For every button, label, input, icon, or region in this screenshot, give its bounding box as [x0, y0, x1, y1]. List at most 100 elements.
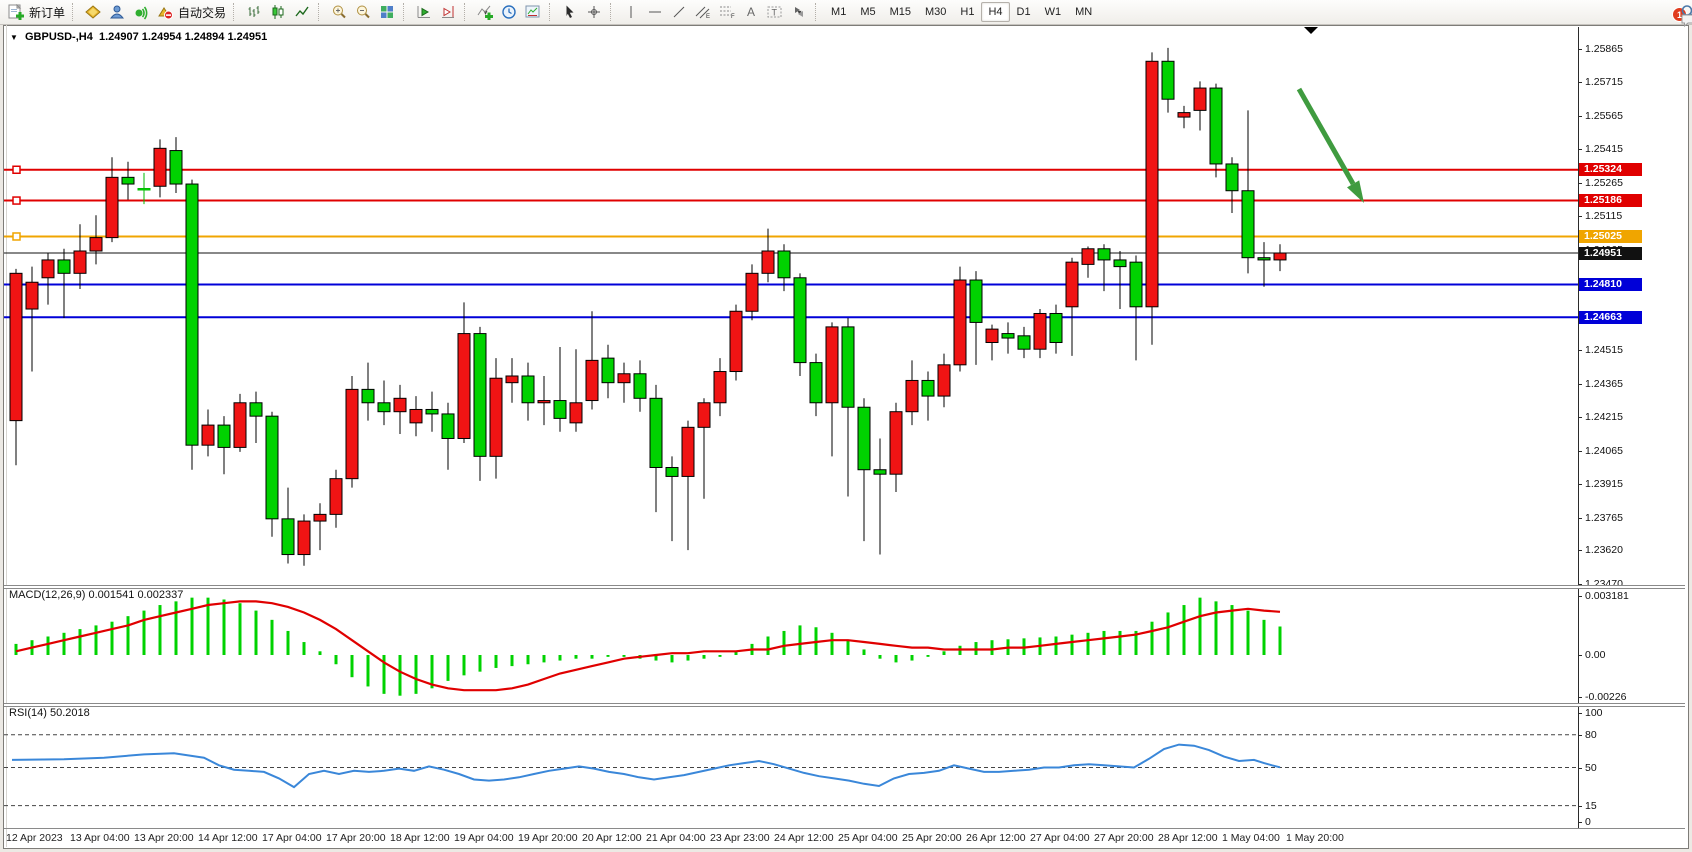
- price-tick: [1578, 149, 1582, 151]
- price-tick: [1578, 216, 1582, 218]
- templates-icon: [525, 5, 540, 18]
- price-tick-label: 1.23620: [1585, 544, 1623, 557]
- equidistant-channel-icon: E: [695, 6, 710, 20]
- date-label: 27 Apr 04:00: [1030, 832, 1090, 844]
- text-label-icon: T: [767, 6, 782, 18]
- periods-button[interactable]: ▾: [497, 2, 521, 22]
- periods-clock-icon: [501, 5, 516, 19]
- date-label: 13 Apr 20:00: [134, 832, 194, 844]
- horizontal-line-button[interactable]: [643, 2, 667, 22]
- chart-window[interactable]: [3, 25, 1689, 849]
- new-order-label[interactable]: 新订单: [29, 5, 66, 20]
- timeframe-button-M5[interactable]: M5: [860, 6, 876, 18]
- hline-price-badge: 1.25025: [1579, 229, 1642, 243]
- price-tick: [1578, 182, 1582, 184]
- hline-price-badge: 1.25186: [1579, 194, 1642, 208]
- svg-text:A: A: [747, 5, 755, 19]
- alerts-icon: [135, 6, 148, 20]
- timeframe-button-W1[interactable]: W1: [1044, 6, 1062, 18]
- bars-chart-icon: [248, 6, 260, 17]
- alerts-button[interactable]: [129, 2, 153, 22]
- price-tick-label: 1.25265: [1585, 176, 1623, 189]
- auto-trading-icon: [158, 7, 174, 20]
- macd-canvas[interactable]: [4, 588, 1578, 703]
- equidistant-channel-button[interactable]: E: [691, 2, 715, 22]
- date-label: 24 Apr 12:00: [774, 832, 834, 844]
- new-order-icon: [8, 4, 24, 20]
- vertical-line-button[interactable]: [619, 2, 643, 22]
- chart-shift-button[interactable]: [436, 2, 460, 22]
- bars-chart-button[interactable]: [242, 2, 266, 22]
- arrows-button[interactable]: ▾: [787, 2, 811, 22]
- macd-tick: [1578, 696, 1582, 698]
- zoom-in-icon: [332, 5, 346, 19]
- line-chart-button[interactable]: [290, 2, 314, 22]
- rsi-value: 50.2018: [49, 707, 90, 719]
- chart-title-collapse-icon[interactable]: ▼: [10, 33, 18, 42]
- price-tick-label: 1.23765: [1585, 511, 1623, 524]
- current-price-badge: 1.24951: [1579, 246, 1642, 260]
- navigator-button[interactable]: [105, 2, 129, 22]
- arrows-dropdown-arrow[interactable]: ▾: [797, 7, 802, 17]
- price-tick: [1578, 450, 1582, 452]
- trendline-button[interactable]: [667, 2, 691, 22]
- templates-button[interactable]: ▾: [521, 2, 545, 22]
- trendline-icon: [673, 6, 685, 18]
- pane-separator-macd[interactable]: [4, 585, 1685, 589]
- price-tick: [1578, 115, 1582, 117]
- timeframe-button-D1[interactable]: D1: [1016, 6, 1031, 18]
- toolbar-separator: [318, 3, 323, 21]
- rsi-tick-label: 15: [1585, 799, 1597, 812]
- rsi-tick: [1578, 822, 1582, 823]
- timeframe-button-M30[interactable]: M30: [925, 6, 947, 18]
- crosshair-button[interactable]: [582, 2, 606, 22]
- hline-price-badge: 1.24663: [1579, 310, 1642, 324]
- text-label-button[interactable]: T: [763, 2, 787, 22]
- toolbar-separator: [72, 3, 77, 21]
- fibonacci-button[interactable]: F: [715, 2, 739, 22]
- macd-tick: [1578, 655, 1582, 656]
- timeframe-button-M1[interactable]: M1: [831, 6, 847, 18]
- rsi-tick-label: 80: [1585, 728, 1597, 741]
- auto-trading-label[interactable]: 自动交易: [178, 5, 227, 20]
- hline-handle: [12, 196, 21, 205]
- auto-scroll-button[interactable]: [412, 2, 436, 22]
- tile-windows-button[interactable]: [375, 2, 399, 22]
- timeframe-button-H4[interactable]: H4: [981, 2, 1010, 22]
- macd-signal-value: 0.002337: [137, 589, 184, 601]
- date-label: 19 Apr 20:00: [518, 832, 578, 844]
- market-watch-button[interactable]: [81, 2, 105, 22]
- hline-handle: [12, 232, 21, 241]
- candles-chart-icon: [272, 5, 284, 19]
- price-tick-label: 1.24365: [1585, 377, 1623, 390]
- timeframe-button-MN[interactable]: MN: [1075, 6, 1093, 18]
- timeframe-button-H1[interactable]: H1: [960, 6, 975, 18]
- auto-trading-button[interactable]: [153, 2, 177, 22]
- indicators-button[interactable]: ▾: [473, 2, 497, 22]
- date-label: 18 Apr 12:00: [390, 832, 450, 844]
- price-chart-canvas[interactable]: [4, 27, 1578, 585]
- price-tick-label: 1.25565: [1585, 109, 1623, 122]
- new-order-button[interactable]: [4, 2, 28, 22]
- price-tick-label: 1.25415: [1585, 143, 1623, 156]
- ohlc-high: 1.24954: [141, 31, 182, 43]
- macd-value: 0.001541: [88, 589, 135, 601]
- candles-chart-button[interactable]: [266, 2, 290, 22]
- rsi-tick-label: 0: [1585, 816, 1591, 828]
- macd-tick: [1578, 596, 1582, 598]
- date-label: 25 Apr 04:00: [838, 832, 898, 844]
- price-axis-line[interactable]: [1578, 27, 1579, 828]
- rsi-line: [11, 743, 1281, 789]
- zoom-in-button[interactable]: [327, 2, 351, 22]
- cursor-button[interactable]: [558, 2, 582, 22]
- price-tick-label: 1.23915: [1585, 478, 1623, 491]
- text-button[interactable]: A: [739, 2, 763, 22]
- rsi-canvas[interactable]: [4, 706, 1578, 828]
- price-tick-label: 1.25865: [1585, 43, 1623, 55]
- timeframe-button-M15[interactable]: M15: [889, 6, 911, 18]
- macd-signal-line: [15, 600, 1281, 692]
- zoom-out-button[interactable]: [351, 2, 375, 22]
- ohlc-close: 1.24951: [227, 31, 268, 43]
- date-label: 19 Apr 04:00: [454, 832, 514, 844]
- pane-separator-rsi[interactable]: [4, 703, 1685, 707]
